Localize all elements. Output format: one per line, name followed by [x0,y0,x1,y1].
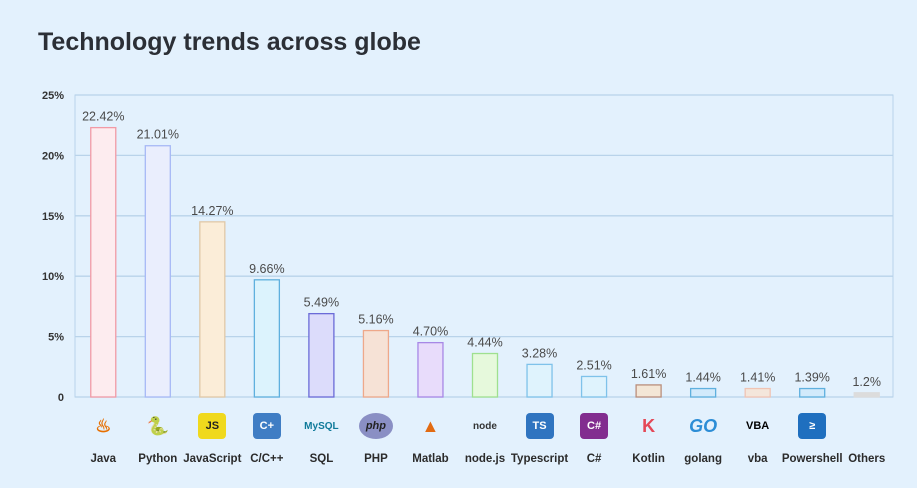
x-tick-label: Matlab [412,453,448,465]
bar-vba [744,387,771,398]
csharp-icon: C# [580,413,609,439]
vba-icon: VBA [746,420,770,432]
bar-kotlin [635,384,662,398]
others-icon [853,413,881,439]
bar-javascript [199,221,226,398]
bar-others [853,392,880,398]
nodejs-icon: node [473,420,497,432]
data-label: 4.70% [413,325,448,339]
y-tick-label: 0 [58,392,64,404]
data-label: 1.41% [740,371,775,385]
kotlin-icon: K [642,415,656,436]
y-tick-label: 15% [42,211,64,223]
data-label: 2.51% [576,358,611,372]
javascript-icon: JS [198,413,227,439]
x-tick-label: C# [587,453,602,465]
x-tick-label: SQL [310,453,334,465]
data-label: 5.49% [304,296,339,310]
x-tick-label: PHP [364,453,388,465]
java-icon: ♨ [95,415,112,436]
x-tick-label: node.js [465,453,505,465]
bar-c-c- [253,279,281,398]
bar-php [362,329,390,398]
x-tick-label: Python [138,453,177,465]
x-tick-label: Kotlin [632,453,665,465]
data-label: 14.27% [191,204,233,218]
powershell-icon: ≥ [798,413,827,439]
x-tick-label: Powershell [782,453,843,465]
x-tick-label: Typescript [511,453,568,465]
y-tick-label: 5% [48,332,64,344]
php-icon: php [358,413,393,439]
data-label: 4.44% [467,336,502,350]
data-label: 1.2% [852,375,881,389]
bar-java [90,126,117,398]
bar-golang [689,387,717,398]
data-label: 5.16% [358,313,393,327]
bar-c- [580,375,608,398]
cpp-icon: C+ [252,413,281,439]
data-label: 9.66% [249,262,284,276]
typescript-icon: TS [525,413,554,439]
python-icon: 🐍 [146,415,169,436]
bar-python [144,145,171,398]
y-tick-label: 20% [42,150,64,162]
bar-sql [308,312,335,398]
golang-icon: GO [689,415,718,436]
x-tick-label: vba [748,453,768,465]
bar-node-js [471,352,499,398]
plot-area [74,94,894,398]
data-label: 21.01% [137,128,179,142]
mysql-icon: MySQL [304,420,339,432]
data-label: 1.61% [631,367,666,381]
bar-powershell [799,387,826,398]
data-label: 1.44% [685,371,720,385]
x-tick-label: Others [848,453,885,465]
y-tick-label: 25% [42,90,64,102]
data-label: 1.39% [794,371,829,385]
bar-matlab [417,341,444,398]
x-tick-label: Java [90,453,116,465]
bar-typescript [526,363,553,398]
matlab-icon: ▲ [421,415,440,436]
data-label: 3.28% [522,346,557,360]
x-tick-label: JavaScript [183,453,241,465]
chart-title: Technology trends across globe [38,28,421,56]
x-tick-label: golang [684,453,722,465]
y-tick-label: 10% [42,271,64,283]
x-tick-label: C/C++ [250,453,284,465]
data-label: 22.42% [82,110,124,124]
